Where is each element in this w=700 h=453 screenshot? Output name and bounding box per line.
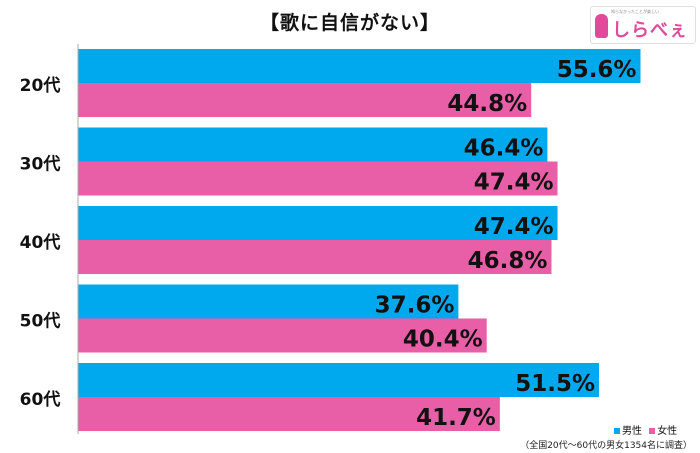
category-label: 20代 bbox=[20, 75, 61, 96]
bar-male bbox=[78, 284, 459, 319]
bar-female bbox=[78, 318, 487, 353]
data-label-female: 46.8% bbox=[468, 248, 548, 274]
data-label-male: 51.5% bbox=[515, 371, 595, 397]
legend-swatch-male bbox=[614, 428, 620, 434]
chart-title: 【歌に自信がない】 bbox=[259, 12, 440, 34]
data-label-female: 44.8% bbox=[447, 91, 527, 117]
data-label-female: 47.4% bbox=[474, 170, 554, 196]
bar-female bbox=[78, 240, 552, 274]
data-label-male: 46.4% bbox=[464, 136, 544, 162]
category-label: 60代 bbox=[20, 389, 61, 410]
site-logo: 知らなかったことが楽しい しらべぇ bbox=[590, 6, 696, 44]
legend: 男性 女性 bbox=[614, 422, 681, 437]
bar-male bbox=[78, 127, 548, 162]
bar-female bbox=[78, 161, 558, 196]
legend-swatch-female bbox=[649, 428, 656, 434]
legend-label-female: 女性 bbox=[657, 426, 678, 437]
data-label-female: 41.7% bbox=[416, 405, 496, 431]
category-label: 30代 bbox=[20, 154, 61, 175]
legend-label-male: 男性 bbox=[622, 426, 642, 437]
bar-male bbox=[78, 363, 600, 397]
data-label-female: 40.4% bbox=[403, 327, 483, 353]
category-label: 50代 bbox=[20, 311, 61, 332]
logo-tagline: 知らなかったことが楽しい bbox=[611, 9, 659, 14]
data-label-male: 47.4% bbox=[474, 214, 554, 240]
chart-footnote: （全国20代～60代の男女1354名に調査） bbox=[520, 441, 692, 451]
bar-female bbox=[78, 83, 532, 117]
logo-text: しらべぇ bbox=[612, 20, 688, 41]
bar-male bbox=[78, 49, 641, 83]
legend-entry-male: 男性 bbox=[614, 426, 642, 437]
bar-female bbox=[78, 397, 500, 431]
data-label-male: 37.6% bbox=[375, 293, 455, 319]
legend-entry-female: 女性 bbox=[649, 426, 677, 437]
category-label: 40代 bbox=[20, 232, 61, 253]
logo-mark-icon bbox=[595, 14, 608, 38]
data-label-male: 55.6% bbox=[557, 57, 637, 83]
bar-male bbox=[78, 206, 558, 240]
